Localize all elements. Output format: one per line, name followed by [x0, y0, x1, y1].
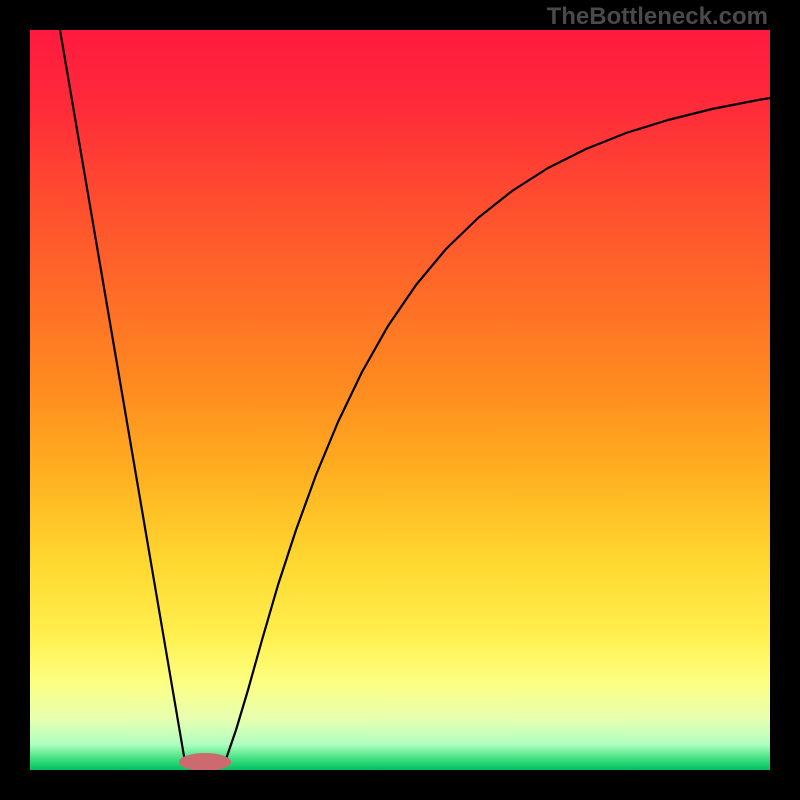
watermark-text: TheBottleneck.com [547, 3, 768, 31]
plot-frame [30, 30, 770, 770]
curve-overlay [30, 30, 770, 770]
right-curve [225, 98, 770, 762]
bottleneck-marker [179, 753, 231, 770]
chart-canvas: TheBottleneck.com [0, 0, 800, 800]
left-line [60, 30, 185, 762]
